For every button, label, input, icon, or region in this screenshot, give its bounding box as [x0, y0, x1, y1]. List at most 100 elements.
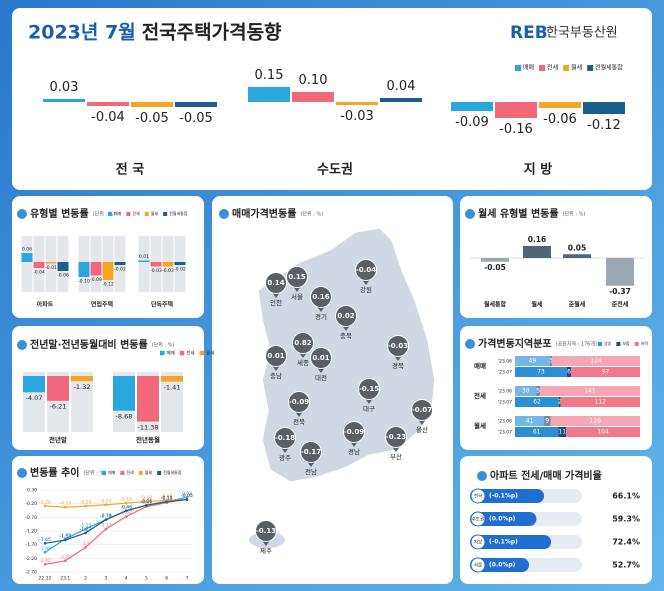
x-tick-label: 3 — [104, 576, 107, 582]
bar — [161, 376, 183, 382]
category-label: 지 방 — [524, 162, 552, 178]
value-label: -1.8 — [81, 541, 90, 547]
value-label: 0.03 — [50, 80, 79, 95]
value-label: -0.04 — [91, 110, 125, 125]
panel-title: 아파트 전세/매매 가격비율 — [490, 469, 602, 482]
bar — [113, 376, 135, 411]
point — [84, 531, 87, 535]
panel-unit: (단위 : %) — [563, 211, 586, 218]
pin-value: -0.13 — [256, 527, 276, 535]
panel — [460, 196, 652, 318]
value-label: -0.06 — [57, 273, 69, 279]
value-label: 126 — [590, 418, 602, 425]
bar — [47, 376, 69, 401]
value-label: 41 — [526, 418, 534, 425]
bar — [33, 262, 45, 268]
value-label: -0.02 — [114, 267, 126, 273]
value-label: 3 — [549, 358, 553, 365]
panel — [12, 456, 204, 584]
value-label: 6 — [567, 369, 571, 376]
pin — [292, 332, 314, 354]
region-label: 서울 — [291, 292, 303, 301]
change-label: (-0.1%p) — [489, 493, 518, 500]
value-label: -0.05 — [135, 111, 169, 126]
point — [185, 496, 189, 499]
pin-value: -0.03 — [388, 342, 408, 350]
bar — [87, 102, 129, 106]
panel-unit: (단위 : %) — [152, 342, 175, 349]
pin-value: -0.09 — [344, 428, 364, 436]
region-label: 전북 — [293, 417, 305, 426]
legend-swatch — [199, 350, 205, 356]
bar — [150, 262, 162, 267]
legend-label: 매매 — [108, 469, 116, 475]
y-tick-label: -1.20 — [25, 529, 37, 535]
category-label: 준전세 — [612, 301, 629, 309]
value-label: -0.26 — [141, 499, 153, 505]
bar — [43, 99, 85, 102]
panel-title: 가격변동지역분포 — [478, 337, 552, 350]
value-label: -0.05 — [484, 263, 506, 272]
pin-value: 0.01 — [312, 354, 329, 362]
legend-swatch — [634, 342, 639, 346]
point — [63, 559, 67, 563]
legend-swatch — [120, 471, 125, 475]
point — [104, 527, 108, 531]
legend-swatch — [108, 212, 112, 216]
y-tick-label: -0.70 — [25, 515, 37, 521]
point — [124, 515, 128, 518]
value-label: 5 — [536, 388, 540, 395]
y-tick-label: -1.70 — [25, 542, 37, 548]
bar-background — [161, 372, 183, 432]
bar — [78, 262, 90, 277]
period-label: '23.07 — [498, 400, 512, 406]
legend-swatch — [160, 350, 165, 356]
legend-label: 월세 — [151, 210, 159, 216]
category-label: 전년동월 — [136, 435, 160, 444]
value-label: -0.09 — [455, 115, 489, 130]
value-label: 11 — [558, 429, 566, 436]
bar — [21, 253, 33, 262]
value-label: 73 — [537, 369, 545, 376]
bar — [248, 87, 290, 102]
pin-value: 0.01 — [267, 352, 284, 360]
panel-unit: (단위 : %) — [93, 211, 116, 218]
value-label: 124 — [590, 358, 602, 365]
bar-background — [21, 236, 33, 292]
value-label: 52.7% — [612, 561, 640, 570]
bar-background — [71, 372, 93, 432]
value-label: -1.41 — [164, 383, 181, 391]
bar — [380, 98, 422, 102]
region-label: 경북 — [392, 361, 404, 370]
value-label: -0.33 — [59, 501, 71, 507]
x-tick-label: 2 — [84, 576, 87, 582]
value-label: -0.05 — [179, 111, 213, 126]
legend-swatch — [563, 65, 570, 71]
point — [185, 498, 189, 501]
value-label: 2 — [558, 399, 562, 406]
point — [43, 542, 47, 545]
bar — [470, 489, 545, 503]
bar — [583, 102, 625, 114]
value-label: -1.65 — [39, 537, 51, 543]
legend-label: 전세 — [132, 210, 140, 216]
pin — [387, 335, 409, 357]
region-badge — [470, 534, 486, 550]
bar — [57, 262, 69, 271]
period-label: '23.07 — [498, 430, 512, 436]
value-label: -0.24 — [100, 498, 112, 504]
value-label: 112 — [595, 399, 607, 406]
stacked-bar — [559, 397, 561, 407]
region-label: 대구 — [363, 405, 375, 413]
region-label: 충북 — [340, 331, 352, 340]
point — [84, 546, 87, 549]
value-label: 9 — [545, 418, 549, 425]
legend-label: 매매 — [167, 350, 175, 357]
category-label: 연립주택 — [91, 301, 113, 309]
pin — [358, 378, 380, 400]
legend-label: 전세 — [186, 350, 194, 357]
period-label: '23.07 — [498, 370, 512, 376]
title: 전국주택가격동향 — [142, 22, 282, 44]
bar — [606, 258, 634, 286]
pin-value: 0.02 — [337, 312, 354, 320]
